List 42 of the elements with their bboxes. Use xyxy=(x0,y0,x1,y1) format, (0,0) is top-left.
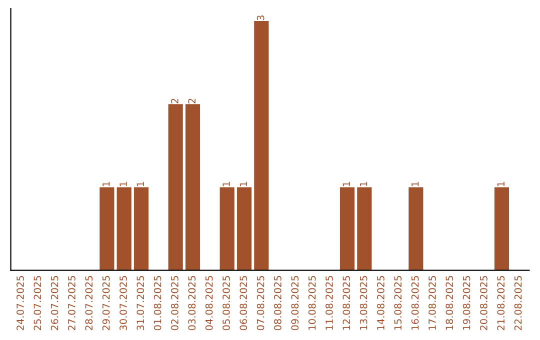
x-tick-label: 16.08.2025 xyxy=(411,276,419,330)
x-tick-label: 20.08.2025 xyxy=(480,276,488,330)
data-label: 1 xyxy=(222,182,230,186)
x-tick-label: 28.07.2025 xyxy=(85,276,93,330)
x-tick-label: 24.07.2025 xyxy=(16,276,24,330)
x-tick-label: 08.08.2025 xyxy=(274,276,282,330)
data-label: 1 xyxy=(412,182,419,186)
data-label: 1 xyxy=(120,182,127,186)
x-tick-label: 09.08.2025 xyxy=(291,276,299,330)
x-tick-label: 25.07.2025 xyxy=(34,276,42,330)
x-tick-label: 12.08.2025 xyxy=(342,276,350,330)
x-tick-label: 19.08.2025 xyxy=(462,276,470,330)
x-tick-label: 21.08.2025 xyxy=(497,276,505,330)
x-tick-label: 18.08.2025 xyxy=(446,276,454,330)
data-label: 1 xyxy=(497,182,504,186)
data-label: 1 xyxy=(136,182,144,186)
x-tick-label: 01.08.2025 xyxy=(154,276,162,330)
x-tick-label: 03.08.2025 xyxy=(188,276,196,330)
x-tick-label: 27.07.2025 xyxy=(68,276,76,330)
data-label: 3 xyxy=(256,16,264,20)
data-label: 2 xyxy=(171,98,178,104)
data-label: 1 xyxy=(360,182,368,186)
x-tick-label: 17.08.2025 xyxy=(428,276,436,330)
x-tick-label: 15.08.2025 xyxy=(394,276,402,330)
x-tick-label: 29.07.2025 xyxy=(102,276,110,330)
x-tick-label: 26.07.2025 xyxy=(50,276,58,330)
data-label: 1 xyxy=(102,182,110,186)
data-label: 2 xyxy=(188,98,196,104)
data-label: 1 xyxy=(342,182,350,186)
data-label: 1 xyxy=(240,182,247,186)
x-tick-label: 04.08.2025 xyxy=(205,276,213,330)
x-tick-label: 05.08.2025 xyxy=(222,276,230,330)
x-tick-label: 06.08.2025 xyxy=(240,276,248,330)
x-tick-label: 11.08.2025 xyxy=(326,276,333,330)
x-tick-label: 10.08.2025 xyxy=(308,276,316,330)
x-tick-label: 02.08.2025 xyxy=(171,276,178,330)
x-tick-label: 07.08.2025 xyxy=(256,276,264,330)
x-tick-label: 14.08.2025 xyxy=(377,276,384,330)
x-tick-label: 22.08.2025 xyxy=(514,276,522,330)
x-tick-label: 13.08.2025 xyxy=(360,276,368,330)
x-tick-label: 30.07.2025 xyxy=(120,276,127,330)
x-tick-label: 31.07.2025 xyxy=(136,276,144,330)
